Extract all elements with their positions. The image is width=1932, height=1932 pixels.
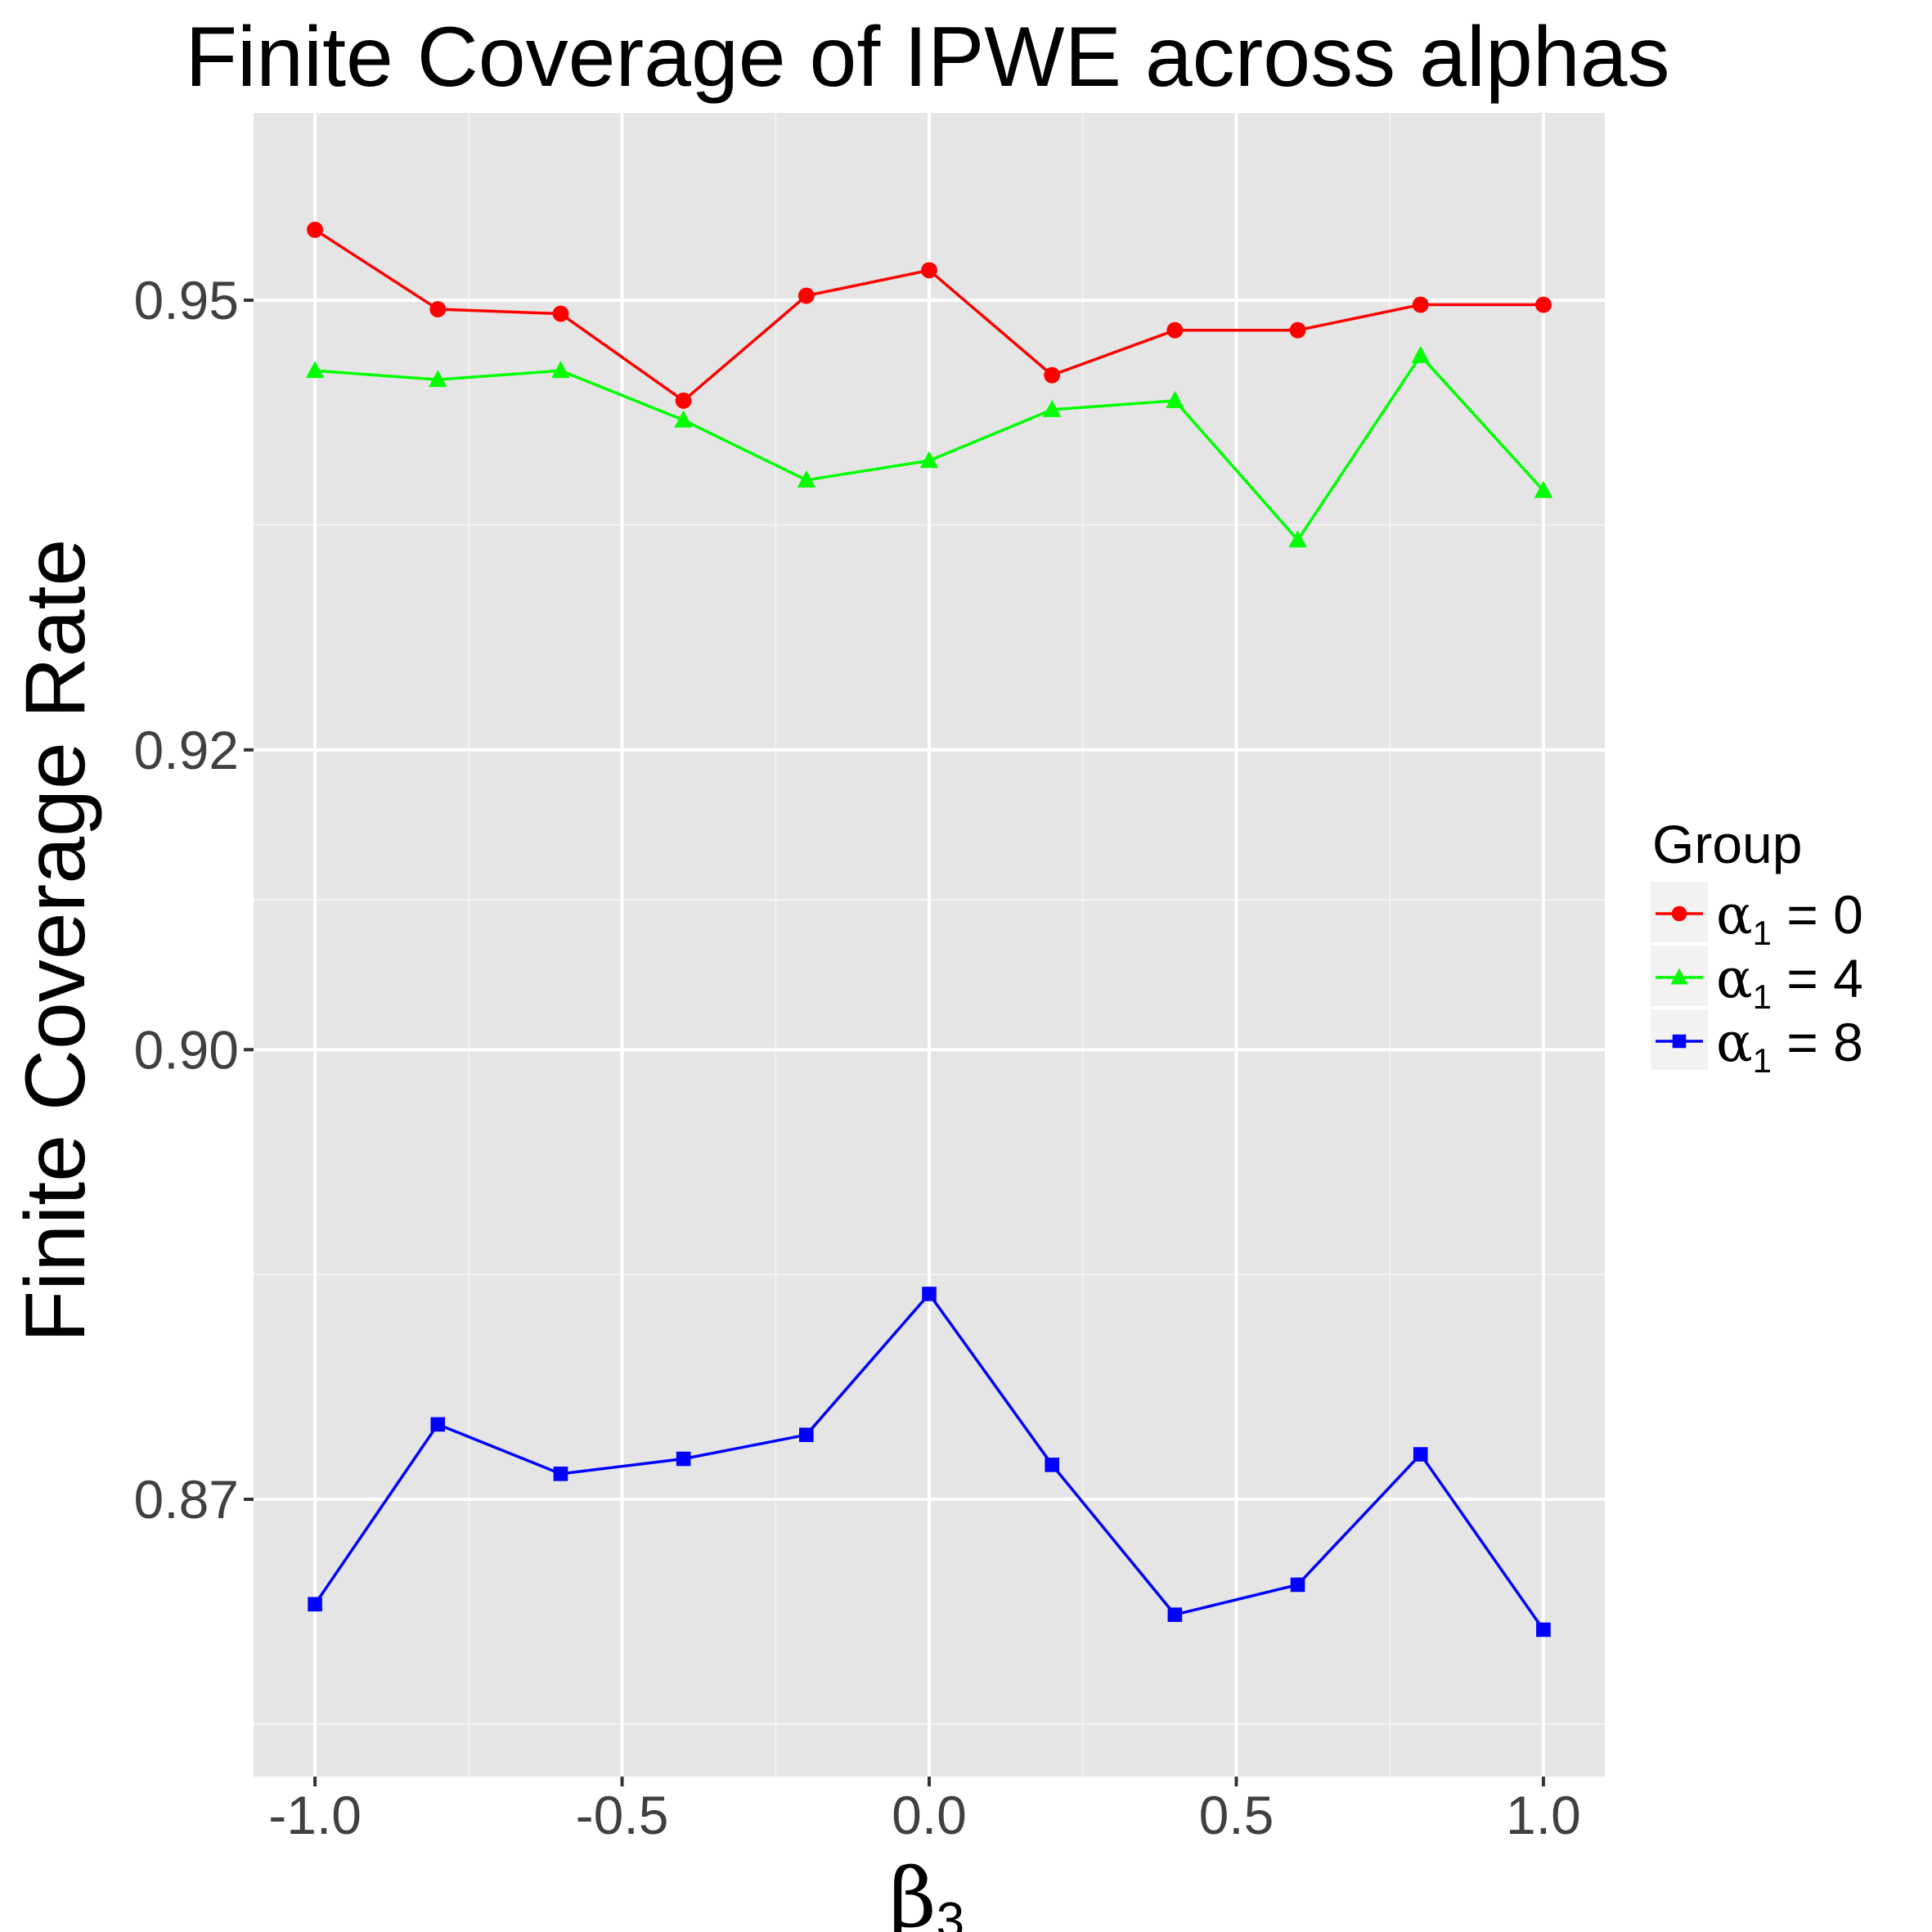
data-point	[1042, 399, 1062, 417]
data-point	[797, 470, 816, 487]
data-point	[798, 287, 815, 304]
data-point	[922, 1287, 937, 1301]
series-triangle	[305, 345, 1553, 548]
series-circle	[307, 222, 1552, 409]
data-point	[1413, 1447, 1428, 1462]
data-point	[553, 1467, 568, 1481]
x-tick-label: -0.5	[576, 1785, 669, 1845]
data-point	[1167, 1607, 1183, 1622]
data-point	[1412, 296, 1429, 313]
y-axis-title: Finite Coverage Rate	[8, 539, 103, 1343]
data-point	[799, 1427, 814, 1443]
legend: Group α1 = 0α1 = 4α1 = 8	[1651, 814, 1863, 1080]
data-point	[919, 451, 939, 469]
data-point	[674, 410, 693, 428]
x-tick-label: 0.0	[892, 1785, 967, 1845]
legend-key-marker	[1670, 968, 1688, 985]
data-point	[1044, 366, 1061, 384]
data-point	[1536, 1622, 1551, 1638]
data-point	[1288, 530, 1307, 548]
data-point	[552, 305, 569, 322]
legend-label: α1 = 8	[1716, 1011, 1863, 1080]
data-point	[1534, 480, 1553, 498]
y-tick-label: 0.90	[134, 1019, 239, 1080]
data-point	[551, 361, 570, 379]
series-square	[308, 1287, 1551, 1638]
legend-key-marker	[1672, 1034, 1687, 1049]
y-tick-label: 0.87	[134, 1469, 239, 1530]
data-point	[675, 392, 692, 409]
data-point	[430, 1417, 446, 1432]
x-tick-label: 1.0	[1506, 1785, 1581, 1845]
x-axis-title: β3	[889, 1850, 964, 1932]
y-tick-label: 0.92	[134, 720, 239, 780]
data-point	[1290, 1577, 1305, 1593]
data-point	[1289, 321, 1306, 339]
axes: 0.87 0.90 0.92 0.95 -1.0 -0.5 0.0 0.5 1.0	[134, 270, 1581, 1845]
x-tick-label: 0.5	[1199, 1785, 1274, 1845]
legend-key-marker	[1671, 905, 1687, 922]
data-point	[307, 222, 324, 238]
data-point	[1166, 390, 1184, 408]
grid	[254, 113, 1605, 1777]
data-point	[676, 1451, 691, 1467]
data-point	[429, 301, 447, 317]
series-layer	[305, 222, 1553, 1638]
data-point	[1045, 1458, 1059, 1472]
data-point	[429, 370, 447, 388]
legend-label: α1 = 4	[1716, 947, 1863, 1016]
data-point	[308, 1597, 322, 1612]
y-tick-label: 0.95	[134, 270, 239, 330]
data-point	[1411, 345, 1430, 363]
x-tick-label: -1.0	[268, 1785, 362, 1845]
legend-label: α1 = 0	[1716, 883, 1863, 952]
data-point	[1166, 321, 1184, 339]
chart-title: Finite Coverage of IPWE across alphas	[185, 10, 1669, 105]
data-point	[921, 262, 937, 279]
data-point	[305, 361, 325, 379]
legend-title: Group	[1652, 814, 1802, 874]
data-point	[1534, 296, 1552, 313]
